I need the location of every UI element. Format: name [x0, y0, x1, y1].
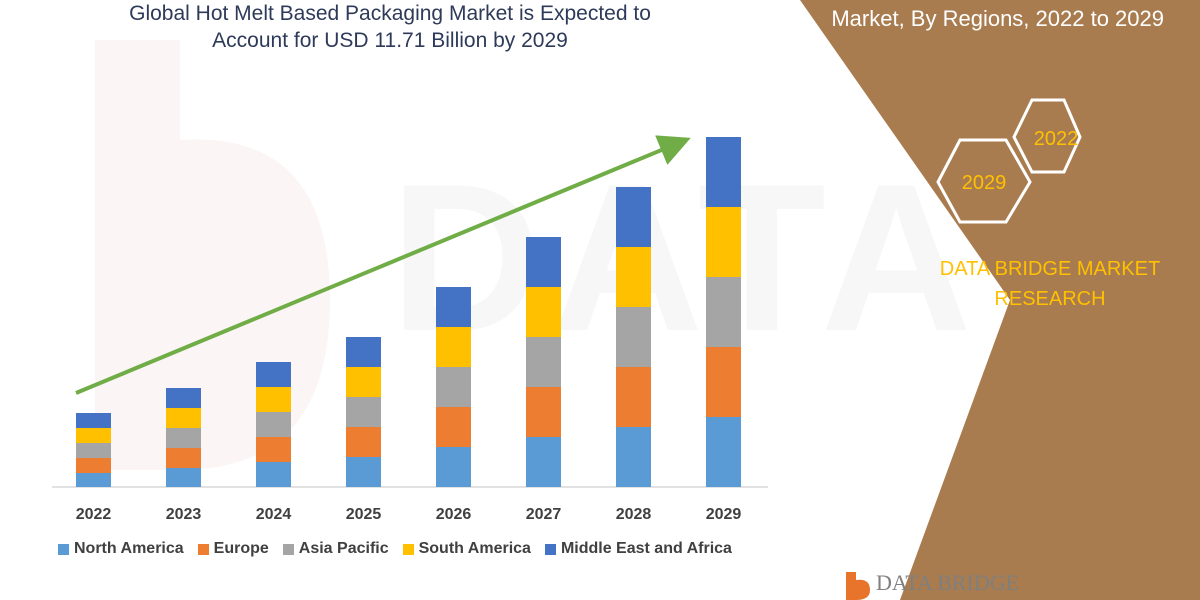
bar-north-america-2023	[166, 468, 201, 487]
legend-label: Asia Pacific	[298, 540, 389, 557]
legend-label: South America	[418, 540, 531, 557]
bar-europe-2027	[526, 387, 561, 437]
bar-south-america-2022	[76, 428, 111, 443]
brand-line-2: RESEARCH	[994, 288, 1106, 310]
bar-europe-2023	[166, 448, 201, 468]
legend-label: North America	[74, 540, 184, 557]
legend-item-north-america: North America	[58, 540, 184, 558]
x-tick-label-2026: 2026	[436, 506, 472, 523]
bar-middle-east-and-africa-2029	[706, 137, 741, 207]
x-tick-label-2024: 2024	[256, 506, 292, 523]
chart-title-line-1: Global Hot Melt Based Packaging Market i…	[129, 2, 651, 25]
right-panel-title: Market, By Regions, 2022 to 2029	[831, 6, 1164, 31]
x-tick-label-2028: 2028	[616, 506, 652, 523]
bar-europe-2026	[436, 407, 471, 447]
legend-item-asia-pacific: Asia Pacific	[282, 540, 389, 558]
hex-label-2029: 2029	[962, 172, 1007, 194]
brand-line-1: DATA BRIDGE MARKET	[939, 258, 1161, 280]
svg-text:DATA: DATA	[390, 140, 982, 375]
bar-asia-pacific-2024	[256, 412, 291, 437]
legend-swatch	[544, 543, 556, 555]
hexagon-2029	[936, 138, 1032, 224]
bar-south-america-2028	[616, 247, 651, 307]
bar-middle-east-and-africa-2028	[616, 187, 651, 247]
hex-label-2022: 2022	[1034, 128, 1079, 150]
chart-title: Global Hot Melt Based Packaging Market i…	[40, 0, 740, 54]
legend-label: Middle East and Africa	[560, 540, 732, 557]
bar-north-america-2029	[706, 417, 741, 487]
bar-south-america-2024	[256, 387, 291, 412]
bar-middle-east-and-africa-2022	[76, 413, 111, 428]
bar-asia-pacific-2027	[526, 337, 561, 387]
bar-south-america-2027	[526, 287, 561, 337]
bar-europe-2022	[76, 458, 111, 473]
x-tick-label-2023: 2023	[166, 506, 202, 523]
bar-south-america-2029	[706, 207, 741, 277]
bar-middle-east-and-africa-2027	[526, 237, 561, 287]
bar-north-america-2025	[346, 457, 381, 487]
bar-europe-2024	[256, 437, 291, 462]
x-tick-label-2029: 2029	[706, 506, 742, 523]
bar-middle-east-and-africa-2023	[166, 388, 201, 408]
x-tick-label-2025: 2025	[346, 506, 382, 523]
footer-logo-mark	[846, 572, 870, 600]
bar-middle-east-and-africa-2024	[256, 362, 291, 387]
bar-north-america-2024	[256, 462, 291, 487]
right-panel-background	[800, 0, 1200, 600]
trend-arrow	[75, 135, 691, 395]
bar-asia-pacific-2025	[346, 397, 381, 427]
bar-north-america-2028	[616, 427, 651, 487]
bars-group	[76, 137, 741, 487]
bar-asia-pacific-2023	[166, 428, 201, 448]
bar-north-america-2026	[436, 447, 471, 487]
legend-swatch	[58, 543, 69, 555]
bar-south-america-2023	[166, 408, 201, 428]
legend-swatch	[402, 543, 414, 555]
bar-middle-east-and-africa-2026	[436, 287, 471, 327]
bar-north-america-2022	[76, 473, 111, 487]
bar-europe-2028	[616, 367, 651, 427]
chart-title-line-2: Account for USD 11.71 Billion by 2029	[212, 29, 568, 52]
x-tick-label-2027: 2027	[526, 506, 562, 523]
brand-name: DATA BRIDGE MARKET RESEARCH	[920, 254, 1180, 314]
hexagon-2022	[1012, 98, 1082, 174]
bar-europe-2025	[346, 427, 381, 457]
bar-asia-pacific-2028	[616, 307, 651, 367]
bar-south-america-2026	[436, 327, 471, 367]
legend-swatch	[282, 543, 294, 555]
x-tick-labels: 2022 2023 2024 2025 2026 2027 2028 2029	[76, 506, 742, 523]
legend-item-europe: Europe	[197, 540, 269, 558]
bar-asia-pacific-2022	[76, 443, 111, 458]
footer-logo-text: DATA BRIDGE	[876, 570, 1020, 595]
bar-asia-pacific-2026	[436, 367, 471, 407]
legend: North America Europe Asia Pacific South Ame…	[58, 540, 732, 558]
legend-item-south-america: South America	[402, 540, 531, 558]
bar-middle-east-and-africa-2025	[346, 337, 381, 367]
bar-asia-pacific-2029	[706, 277, 741, 347]
bar-europe-2029	[706, 347, 741, 417]
bar-south-america-2025	[346, 367, 381, 397]
legend-label: Europe	[213, 540, 269, 557]
legend-item-middle-east-and-africa: Middle East and Africa	[544, 540, 732, 558]
x-tick-label-2022: 2022	[76, 506, 112, 523]
bar-north-america-2027	[526, 437, 561, 487]
legend-swatch	[197, 543, 209, 555]
